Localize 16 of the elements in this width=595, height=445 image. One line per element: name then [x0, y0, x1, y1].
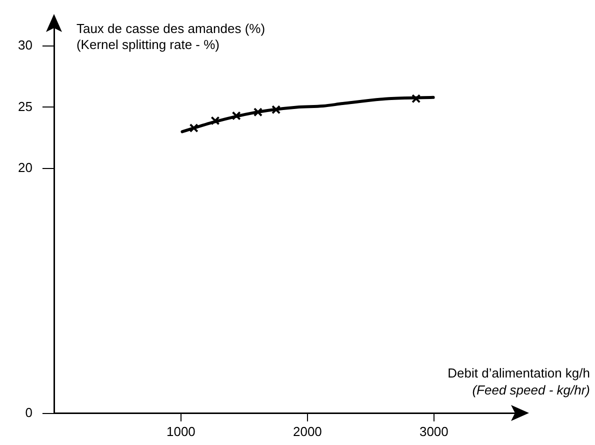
- y-tick-label: 25: [18, 98, 32, 114]
- x-axis-title: Debit d’alimentation kg/h (Feed speed - kg/hr): [448, 365, 590, 398]
- y-axis-title: Taux de casse des amandes (%) (Kernel splitting rate - %): [76, 20, 266, 52]
- point: [272, 105, 281, 114]
- point: [189, 123, 198, 133]
- point: [253, 108, 263, 117]
- y-tick-label: 30: [18, 38, 32, 53]
- point: [232, 111, 241, 120]
- line-series: [180, 96, 435, 134]
- y-tick-label: 0: [25, 404, 32, 420]
- x-tick-label: 1000: [166, 424, 196, 439]
- y-tick-label: 20: [18, 160, 32, 176]
- x-tick-label: 2000: [292, 424, 322, 439]
- x-tick-label: 3000: [419, 424, 448, 439]
- point: [412, 94, 421, 104]
- point: [210, 116, 220, 126]
